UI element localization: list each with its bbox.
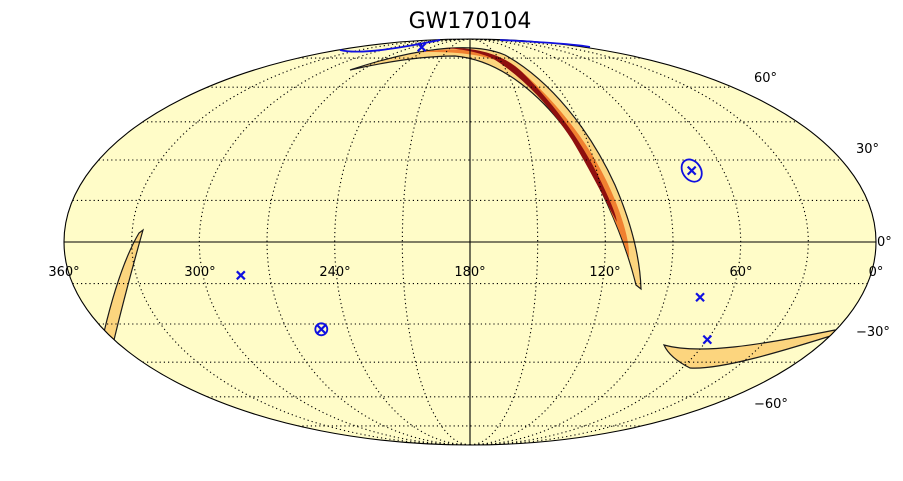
lon-label-360: 360° (48, 265, 79, 280)
lat-label-30: 30° (856, 142, 879, 157)
marker-cross-6 (702, 334, 713, 345)
marker-ring (314, 322, 329, 337)
meridian-240 (334, 39, 471, 445)
marker-layer (236, 39, 713, 345)
marker-cross (316, 324, 327, 335)
marker-cross-2 (680, 158, 703, 183)
credible-region-right-arc (662, 329, 842, 369)
lon-label-180: 180° (454, 265, 485, 280)
lon-label-0: 0° (869, 265, 884, 280)
figure-title: GW170104 (409, 9, 532, 34)
marker-cross-5 (695, 292, 705, 302)
credible-region-main-arc-mid (420, 49, 630, 258)
credible-region-main-arc-core (445, 47, 617, 222)
marker-cross-1 (416, 42, 427, 53)
marker-cross (416, 42, 427, 53)
credible-region-main-arc (349, 47, 642, 291)
sky-boundary (63, 38, 877, 446)
latitude-labels: 60° 30° 0° −30° −60° (754, 71, 892, 412)
lon-label-120: 120° (589, 265, 620, 280)
credible-regions (103, 47, 842, 369)
meridian-90 (469, 39, 674, 445)
lon-label-300: 300° (184, 265, 215, 280)
lon-label-240: 240° (319, 265, 350, 280)
lat-label-0: 0° (877, 235, 892, 250)
marker-ring (680, 158, 703, 183)
graticule (72, 39, 868, 445)
lat-label-minus30: −30° (856, 325, 890, 340)
lat-label-60: 60° (754, 71, 777, 86)
marker-cross-4 (314, 322, 329, 337)
meridian-120 (469, 39, 606, 445)
marker-cross (702, 334, 713, 345)
lat-label-minus60: −60° (754, 397, 788, 412)
lon-label-60: 60° (729, 265, 752, 280)
marker-ring-top (339, 39, 591, 53)
longitude-labels: 360° 300° 240° 180° 120° 60° 0° (48, 265, 883, 280)
marker-cross (686, 165, 697, 176)
marker-cross-3 (236, 270, 246, 281)
marker-cross (236, 270, 246, 281)
marker-cross (695, 292, 705, 302)
